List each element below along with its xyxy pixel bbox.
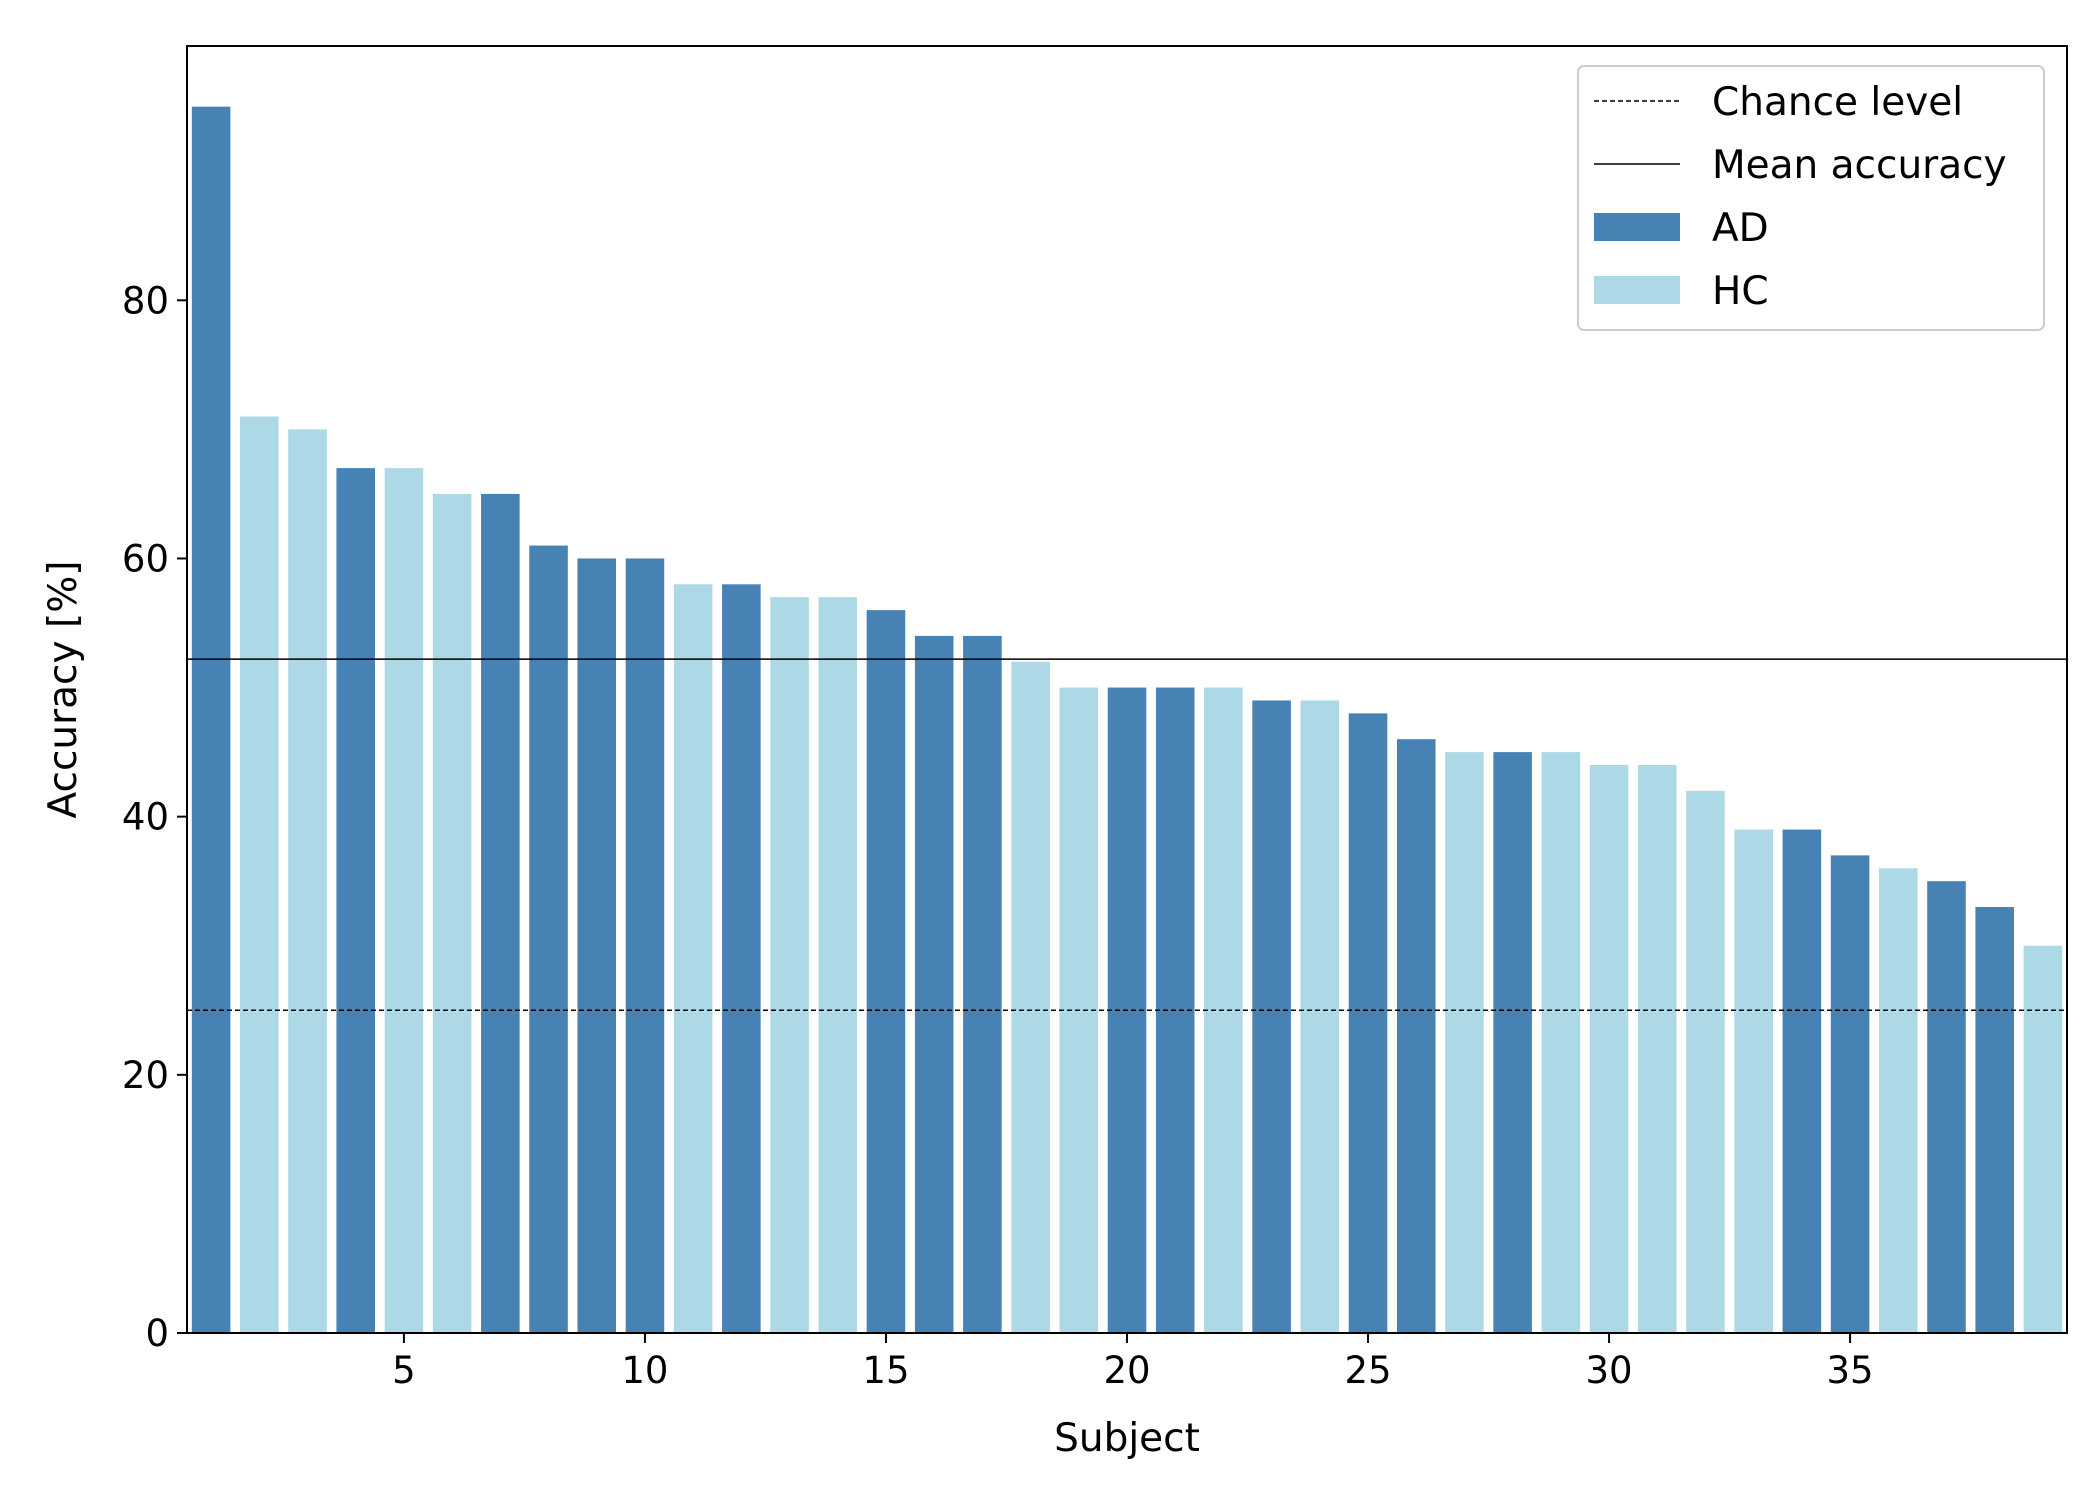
bar-subject-6-hc xyxy=(432,493,472,1333)
bar-subject-37-ad xyxy=(1927,881,1966,1333)
legend-box xyxy=(1577,65,2045,331)
x-tick-label: 15 xyxy=(862,1349,909,1392)
bar-subject-28-ad xyxy=(1493,752,1532,1333)
legend-label: Chance level xyxy=(1712,80,1963,125)
bar-subject-31-hc xyxy=(1637,765,1677,1333)
bar-subject-5-hc xyxy=(384,468,424,1333)
legend: Chance level Mean accuracy AD HC xyxy=(1577,65,2045,331)
bar-subject-13-hc xyxy=(770,597,809,1333)
legend-handle-hc xyxy=(1594,276,1680,304)
bar-subject-33-hc xyxy=(1734,829,1773,1333)
legend-label: HC xyxy=(1712,269,1769,314)
bar-subject-29-hc xyxy=(1541,752,1581,1333)
x-tick-label: 10 xyxy=(621,1349,668,1392)
bar-subject-7-ad xyxy=(481,493,520,1333)
x-tick-label: 35 xyxy=(1827,1349,1874,1392)
x-tick-label: 25 xyxy=(1344,1349,1391,1392)
x-tick-label: 30 xyxy=(1586,1349,1633,1392)
bar-subject-8-ad xyxy=(529,545,568,1333)
bar-subject-35-ad xyxy=(1830,855,1870,1333)
bar-subject-12-ad xyxy=(722,584,761,1333)
bar-subject-25-ad xyxy=(1348,713,1388,1333)
y-tick-label: 0 xyxy=(145,1312,169,1355)
bar-subject-17-ad xyxy=(963,635,1002,1333)
bar-subject-32-hc xyxy=(1686,790,1725,1333)
y-axis-ticks: 0 20 40 60 80 xyxy=(122,279,187,1355)
y-tick-label: 80 xyxy=(122,279,169,322)
bar-subject-2-hc xyxy=(240,416,279,1333)
bar-subject-26-ad xyxy=(1396,739,1436,1333)
bar-subject-14-hc xyxy=(818,597,858,1333)
bar-subject-23-ad xyxy=(1252,700,1291,1333)
y-axis-label: Accuracy [%] xyxy=(41,561,86,819)
bar-subject-36-hc xyxy=(1879,868,1918,1333)
legend-label: AD xyxy=(1712,206,1769,251)
bar-subject-30-hc xyxy=(1589,765,1629,1333)
bar-subject-1-ad xyxy=(191,106,231,1333)
x-axis-ticks: 5 10 15 20 25 30 35 xyxy=(392,1333,1874,1392)
legend-handle-ad xyxy=(1594,213,1680,241)
bar-subject-18-hc xyxy=(1011,661,1050,1333)
bar-subject-10-ad xyxy=(625,558,665,1333)
legend-label: Mean accuracy xyxy=(1712,143,2007,188)
reference-lines-layer xyxy=(187,658,2067,1012)
bar-subject-38-ad xyxy=(1975,907,2014,1333)
y-tick-label: 60 xyxy=(122,537,169,580)
bar-subject-4-ad xyxy=(336,468,375,1333)
bar-subject-39-hc xyxy=(2023,945,2063,1333)
bars-layer xyxy=(191,106,2063,1333)
x-axis-label: Subject xyxy=(1054,1416,1200,1461)
bar-subject-27-hc xyxy=(1445,752,1484,1333)
x-tick-label: 20 xyxy=(1103,1349,1150,1392)
bar-subject-16-ad xyxy=(914,635,954,1333)
bar-subject-34-ad xyxy=(1782,829,1822,1333)
y-tick-label: 20 xyxy=(122,1054,169,1097)
bar-subject-15-ad xyxy=(866,610,906,1333)
x-tick-label: 5 xyxy=(392,1349,416,1392)
bar-subject-3-hc xyxy=(288,429,327,1333)
bar-subject-11-hc xyxy=(673,584,713,1333)
bar-subject-24-hc xyxy=(1300,700,1340,1333)
bar-subject-9-ad xyxy=(577,558,617,1333)
y-tick-label: 40 xyxy=(122,796,169,839)
